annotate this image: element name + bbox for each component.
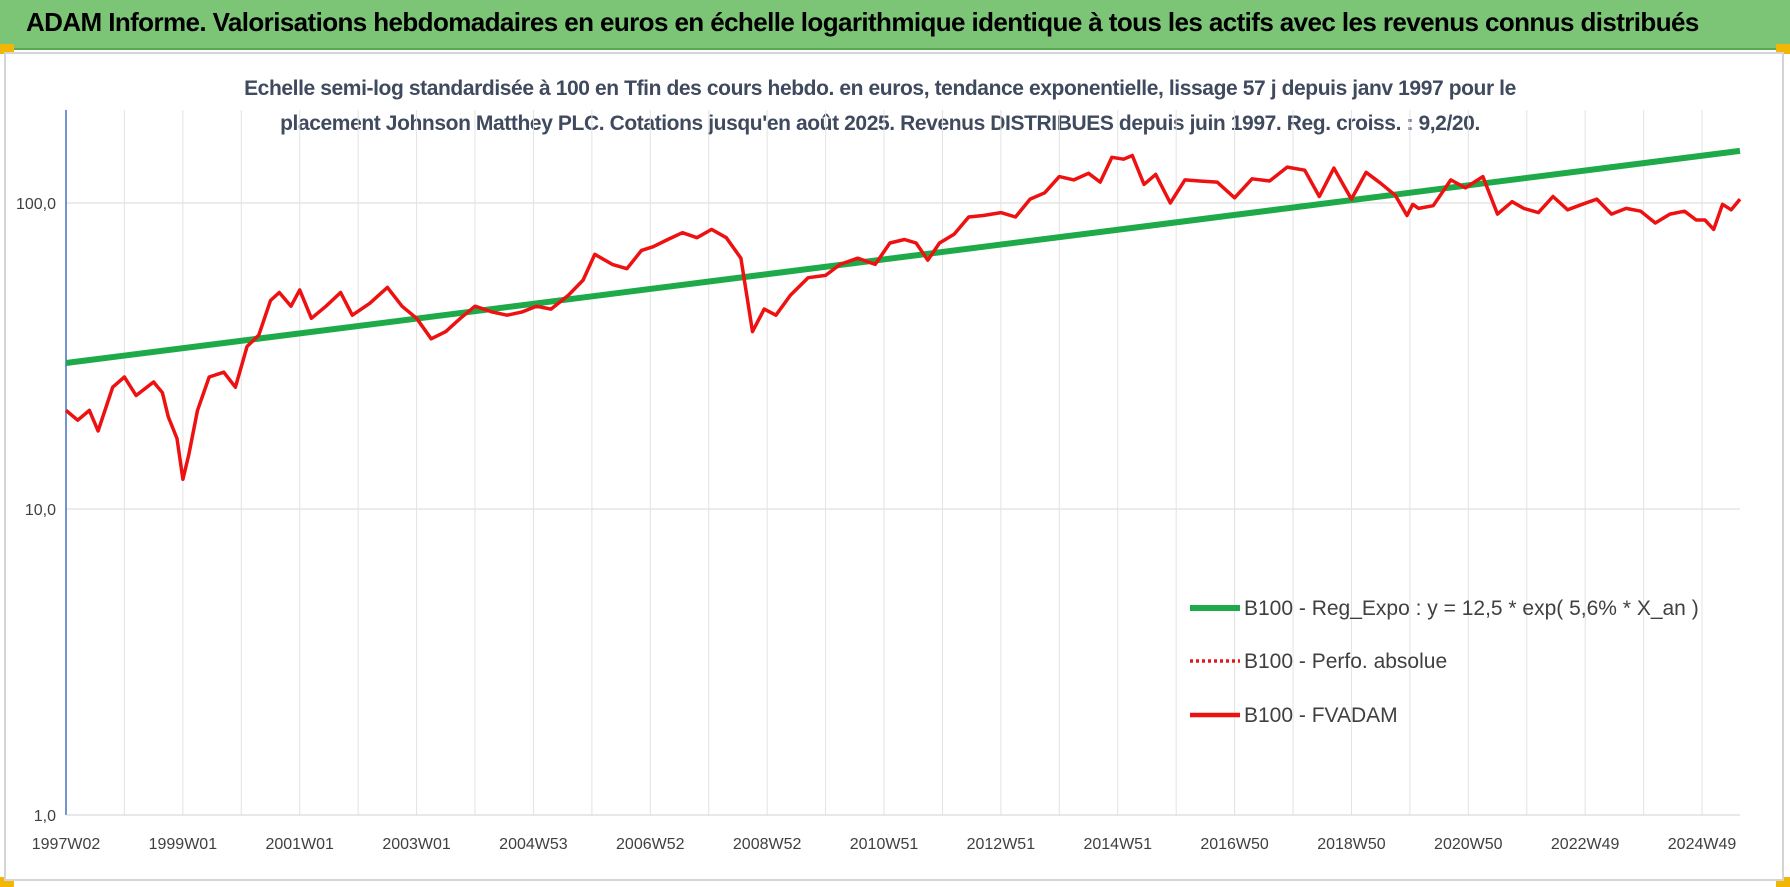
x-tick-label: 2006W52: [616, 836, 685, 853]
legend-item-perfo-absolue-label: B100 - Perfo. absolue: [1244, 650, 1447, 673]
y-tick-label: 1,0: [34, 808, 56, 825]
x-tick-label: 1997W02: [32, 836, 101, 853]
chart-legend: B100 - Reg_Expo : y = 12,5 * exp( 5,6% *…: [1190, 597, 1699, 727]
corner-marker-bottom-right: [1776, 877, 1790, 887]
y-tick-label: 10,0: [25, 502, 56, 519]
corner-marker-top-right: [1776, 44, 1790, 54]
series-fvadam-line: [64, 153, 1742, 482]
x-tick-label: 1999W01: [149, 836, 218, 853]
chart-subtitle-line2: placement Johnson Matthey PLC. Cotations…: [280, 112, 1480, 135]
x-tick-label: 2008W52: [733, 836, 802, 853]
corner-marker-top-left: [0, 44, 14, 54]
x-tick-label: 2018W50: [1317, 836, 1386, 853]
series-regression-line: [65, 147, 1741, 366]
x-tick-label: 2003W01: [382, 836, 451, 853]
x-tick-label: 2014W51: [1083, 836, 1152, 853]
legend-item-fvadam-label: B100 - FVADAM: [1244, 704, 1398, 727]
header-bar: ADAM Informe. Valorisations hebdomadaire…: [0, 0, 1790, 50]
x-tick-label: 2024W49: [1668, 836, 1737, 853]
x-tick-label: 2016W50: [1200, 836, 1269, 853]
y-tick-label: 100,0: [16, 196, 56, 213]
chart-subtitle-line1: Echelle semi-log standardisée à 100 en T…: [244, 77, 1516, 100]
x-tick-label: 2012W51: [967, 836, 1036, 853]
x-tick-label: 2020W50: [1434, 836, 1503, 853]
x-tick-label: 2001W01: [265, 836, 334, 853]
corner-marker-bottom-left: [0, 877, 14, 887]
page-title: ADAM Informe. Valorisations hebdomadaire…: [26, 7, 1699, 37]
legend-item-regression-label: B100 - Reg_Expo : y = 12,5 * exp( 5,6% *…: [1244, 597, 1699, 620]
x-tick-label: 2004W53: [499, 836, 568, 853]
x-tick-label: 2022W49: [1551, 836, 1620, 853]
x-tick-label: 2010W51: [850, 836, 919, 853]
